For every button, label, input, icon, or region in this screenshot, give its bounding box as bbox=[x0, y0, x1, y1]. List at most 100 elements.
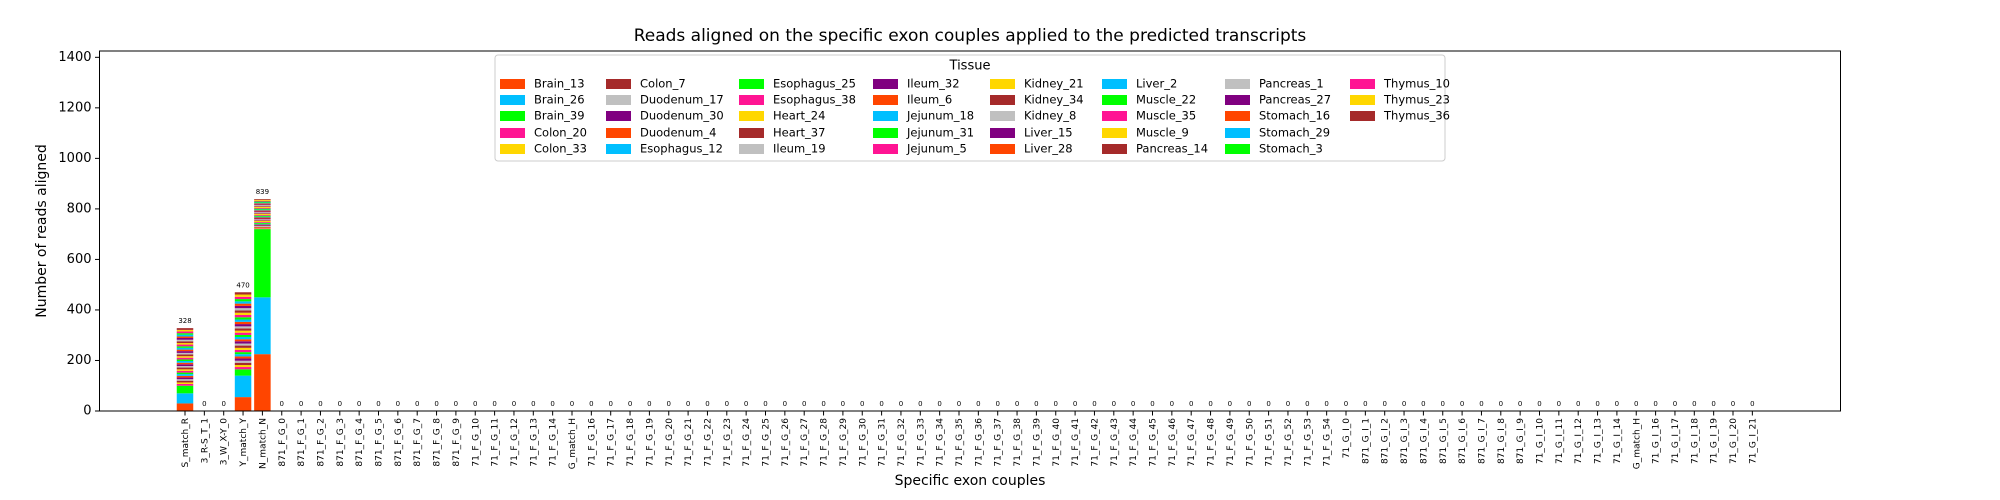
bar-total-label: 0 bbox=[1382, 400, 1386, 408]
bar-total-label: 0 bbox=[705, 400, 709, 408]
x-tick-label: 871_F_G_7 bbox=[413, 418, 423, 467]
x-tick-label: 871_F_G_1 bbox=[297, 418, 307, 467]
legend-swatch bbox=[500, 79, 525, 89]
bar-total-label: 0 bbox=[1711, 400, 1715, 408]
bar-segment bbox=[254, 297, 271, 355]
legend-label: Muscle_35 bbox=[1136, 109, 1196, 123]
legend-label: Stomach_3 bbox=[1259, 142, 1323, 156]
legend-label: Ileum_32 bbox=[907, 77, 960, 91]
legend-label: Pancreas_14 bbox=[1136, 142, 1208, 156]
legend-swatch bbox=[606, 79, 631, 89]
x-tick-label: 71_F_G_16 bbox=[587, 418, 597, 467]
bar-total-label: 0 bbox=[570, 400, 574, 408]
legend-title: Tissue bbox=[949, 59, 991, 74]
legend-swatch bbox=[990, 95, 1015, 105]
legend-swatch bbox=[873, 79, 898, 89]
bar-total-label: 0 bbox=[937, 400, 941, 408]
bar-total-label: 0 bbox=[1363, 400, 1367, 408]
x-tick-label: 71_G_I_20 bbox=[1729, 418, 1739, 464]
bar-segment bbox=[176, 352, 194, 355]
legend-swatch bbox=[739, 128, 764, 138]
bar-segment bbox=[234, 365, 252, 368]
bar-total-label: 0 bbox=[744, 400, 748, 408]
bar-total-label: 0 bbox=[1653, 400, 1657, 408]
bar-segment bbox=[176, 375, 194, 378]
legend-label: Brain_13 bbox=[534, 77, 585, 91]
legend-label: Liver_2 bbox=[1136, 77, 1177, 91]
bar-total-label: 0 bbox=[879, 400, 883, 408]
bar-total-label: 0 bbox=[1576, 400, 1580, 408]
legend-box bbox=[494, 54, 1446, 162]
legend-label: Jejunum_5 bbox=[906, 142, 967, 156]
x-tick-label: 71_F_G_19 bbox=[645, 418, 655, 467]
legend-swatch bbox=[739, 144, 764, 154]
bar-total-label: 0 bbox=[202, 400, 206, 408]
legend-swatch bbox=[500, 128, 525, 138]
legend-swatch bbox=[739, 79, 764, 89]
legend-swatch bbox=[990, 111, 1015, 121]
bar-total-label: 0 bbox=[1479, 400, 1483, 408]
chart-title: Reads aligned on the specific exon coupl… bbox=[634, 26, 1307, 46]
y-tick-label: 1400 bbox=[58, 50, 91, 65]
bar-total-label: 0 bbox=[957, 400, 961, 408]
bar-segment bbox=[234, 339, 252, 342]
bar-segment bbox=[176, 349, 194, 352]
x-tick-label: 71_F_G_22 bbox=[703, 418, 713, 467]
bar-total-label: 0 bbox=[1092, 400, 1096, 408]
x-tick-label: 871_G_I_6 bbox=[1458, 418, 1468, 464]
x-axis-label: Specific exon couples bbox=[895, 473, 1046, 489]
bar-total-label: 0 bbox=[1208, 400, 1212, 408]
x-tick-label: 871_F_G_2 bbox=[316, 418, 326, 467]
x-tick-label: 71_G_I_13 bbox=[1594, 418, 1604, 464]
x-tick-label: Y_match_Y bbox=[239, 418, 249, 468]
bar-segment bbox=[234, 356, 252, 359]
legend-swatch bbox=[1102, 111, 1127, 121]
legend-label: Duodenum_30 bbox=[640, 109, 724, 123]
legend-swatch bbox=[1350, 111, 1375, 121]
x-tick-label: 3_R-S_T_1 bbox=[200, 418, 210, 463]
legend-swatch bbox=[1102, 128, 1127, 138]
x-tick-label: 871_F_G_4 bbox=[355, 418, 365, 467]
bar-segment bbox=[234, 328, 252, 331]
legend-swatch bbox=[873, 111, 898, 121]
bar-segment bbox=[254, 216, 271, 218]
bar-segment bbox=[234, 310, 252, 313]
bar-segment bbox=[254, 213, 271, 214]
x-tick-label: 71_G_I_17 bbox=[1671, 418, 1681, 464]
bar-segment bbox=[234, 319, 252, 322]
bar-total-label: 0 bbox=[918, 400, 922, 408]
bar-total-label: 0 bbox=[1131, 400, 1135, 408]
bar-segment bbox=[254, 215, 271, 217]
legend-label: Stomach_16 bbox=[1259, 109, 1330, 123]
x-tick-label: 71_F_G_18 bbox=[626, 418, 636, 467]
y-tick-label: 800 bbox=[67, 201, 92, 216]
legend-swatch bbox=[990, 144, 1015, 154]
bar-segment bbox=[254, 205, 271, 207]
y-tick-label: 0 bbox=[83, 404, 91, 419]
bar-segment bbox=[254, 225, 271, 227]
bar-segment bbox=[176, 351, 194, 353]
x-tick-label: 71_F_G_39 bbox=[1032, 418, 1042, 467]
bar-segment bbox=[254, 226, 271, 228]
plot-frame bbox=[99, 50, 1841, 412]
bar-segment bbox=[254, 199, 271, 201]
x-tick-label: 71_F_G_29 bbox=[839, 418, 849, 467]
x-tick-label: 871_G_I_4 bbox=[1419, 418, 1429, 464]
bar-total-label: 0 bbox=[1441, 400, 1445, 408]
bar-segment bbox=[234, 303, 252, 306]
legend-swatch bbox=[1102, 95, 1127, 105]
bar-segment bbox=[254, 203, 271, 205]
x-tick-label: 71_G_I_0 bbox=[1342, 418, 1352, 459]
bar-segment bbox=[176, 344, 194, 347]
bar-segment bbox=[176, 356, 194, 358]
bar-segment bbox=[254, 224, 271, 226]
bar-total-label: 0 bbox=[995, 400, 999, 408]
legend-label: Duodenum_4 bbox=[640, 126, 716, 140]
x-tick-label: 871_F_G_5 bbox=[375, 418, 385, 467]
x-tick-label: 71_F_G_52 bbox=[1284, 418, 1294, 467]
bar-total-label: 0 bbox=[376, 400, 380, 408]
x-tick-label: 71_F_G_37 bbox=[994, 418, 1004, 467]
bar-total-label: 0 bbox=[608, 400, 612, 408]
bar-segment bbox=[254, 217, 271, 219]
